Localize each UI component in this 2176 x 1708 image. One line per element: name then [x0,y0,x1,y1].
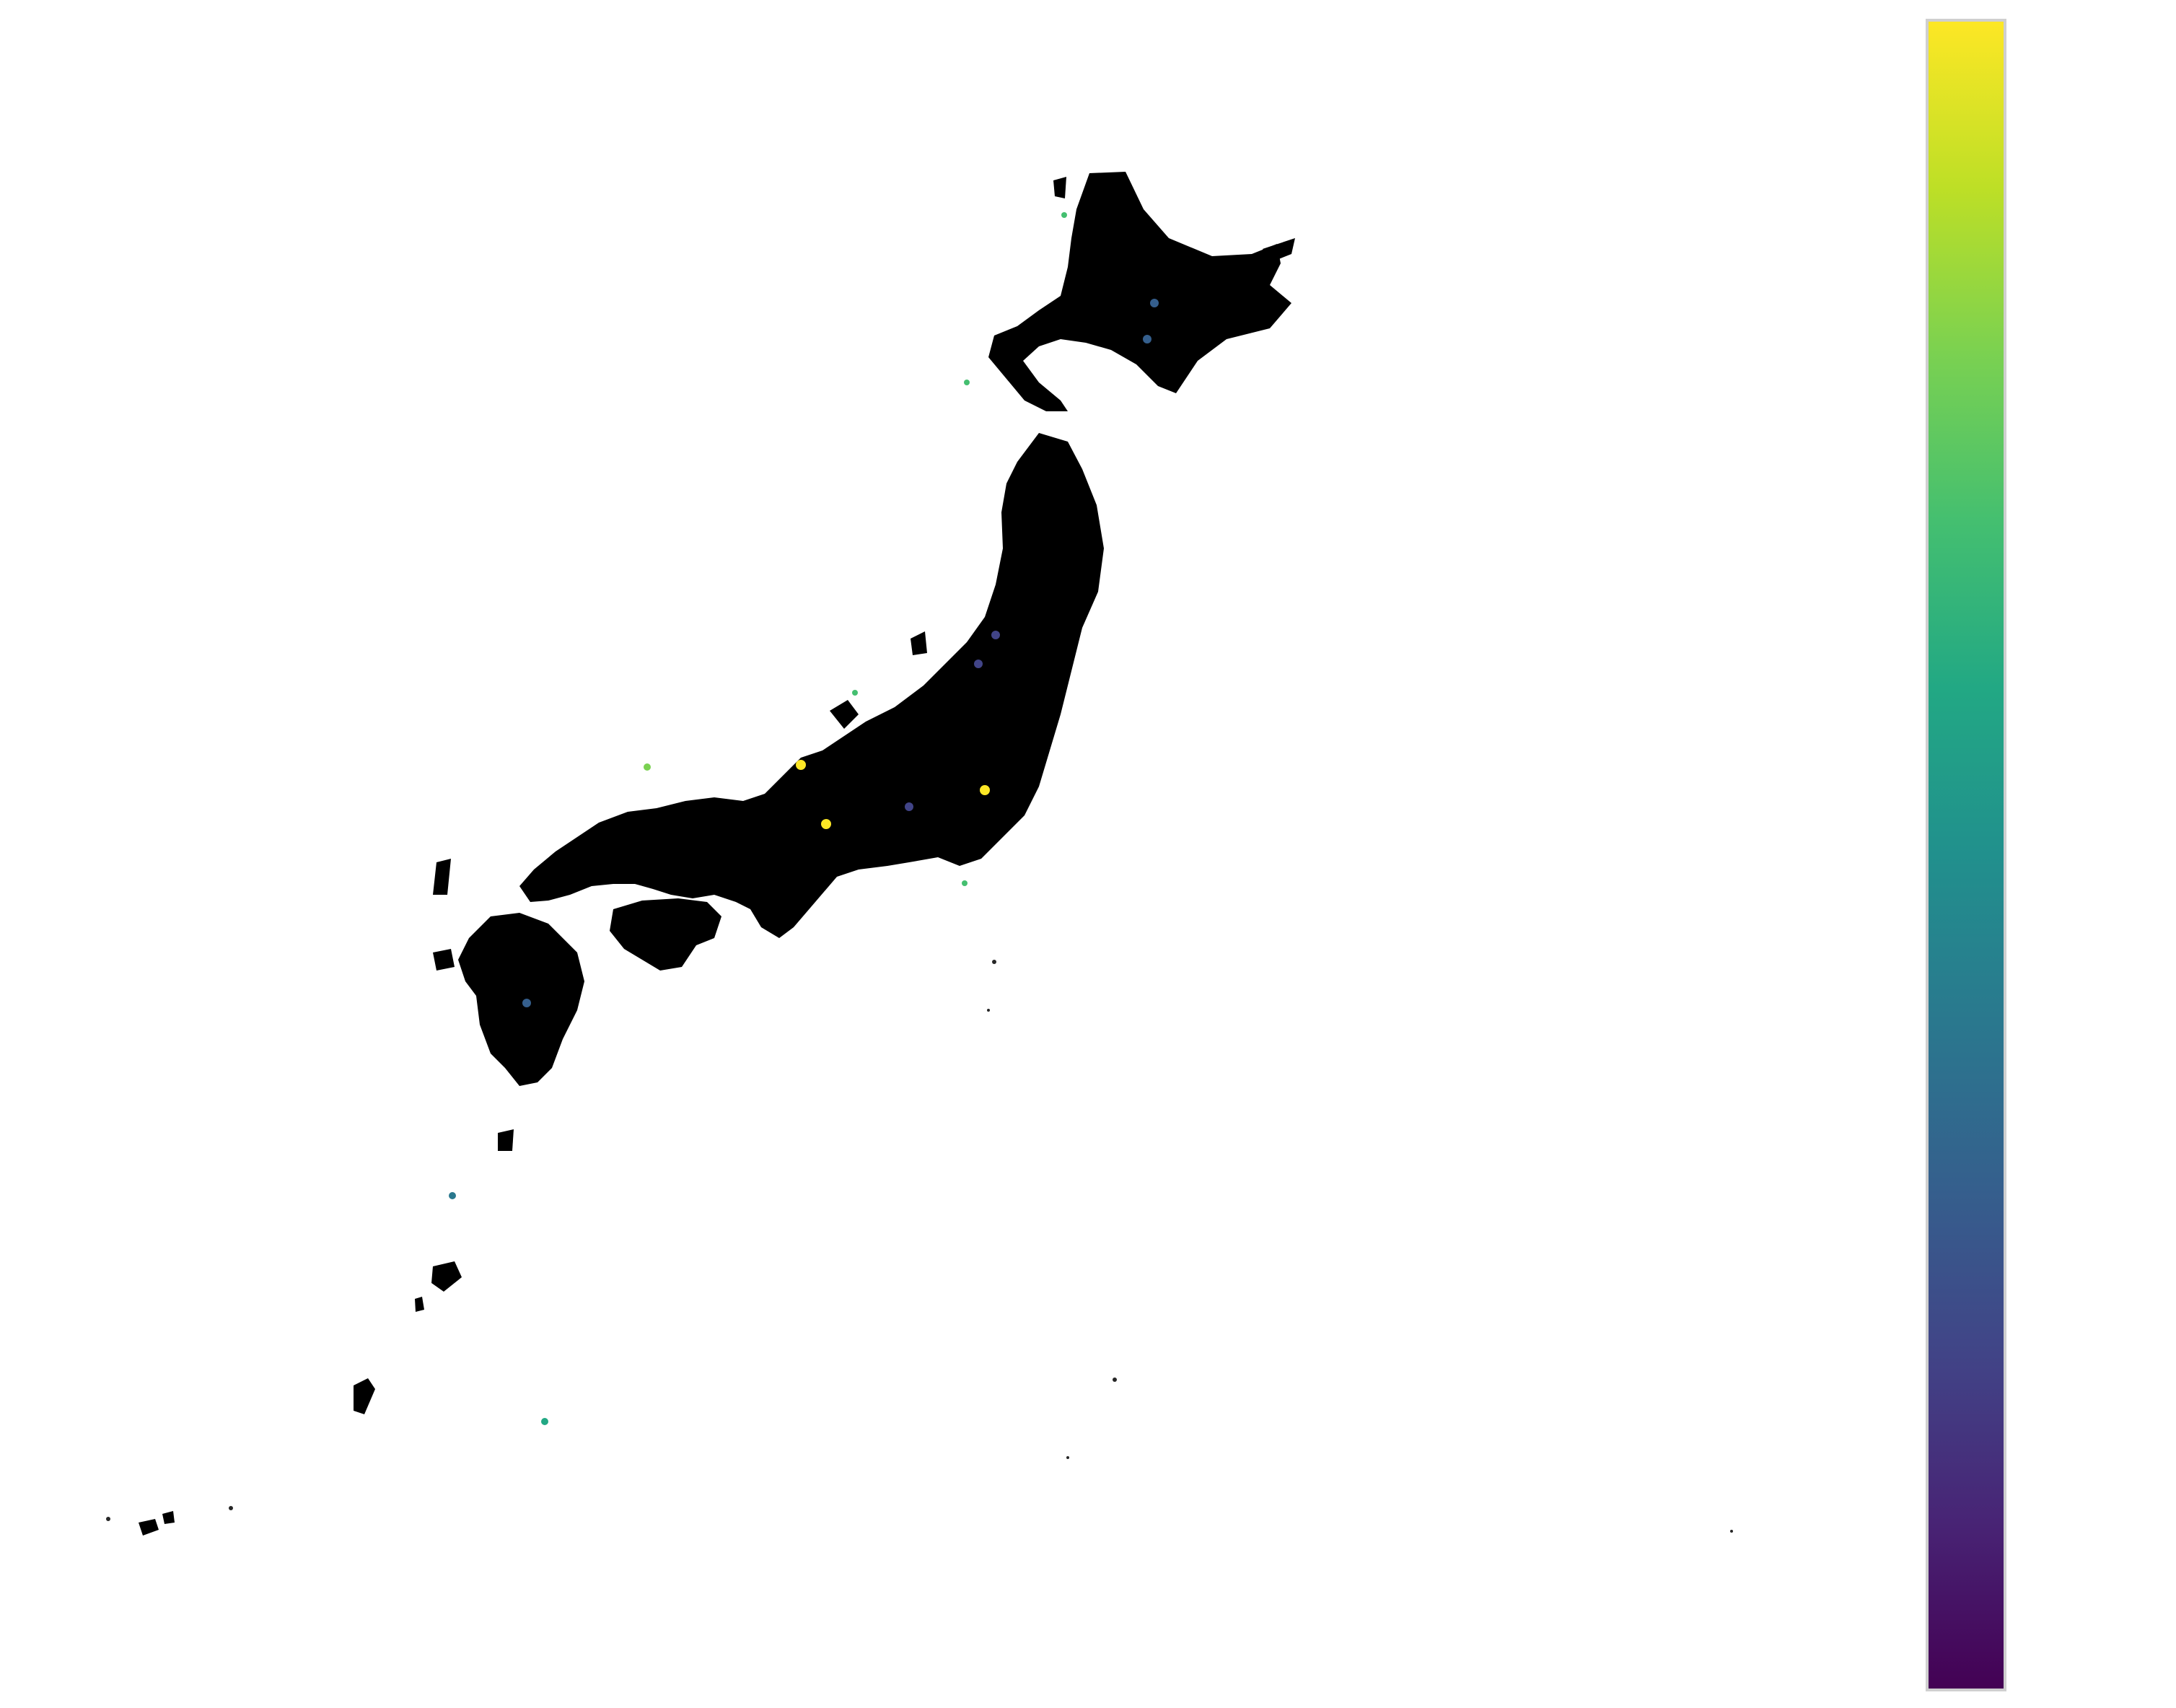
honshu-detail [830,700,859,729]
hotspot-low [991,631,1000,639]
region-honshu [519,433,1104,938]
kyushu-detail [433,949,455,971]
region-kyushu [433,859,584,1151]
islet [992,960,996,964]
hotspot-low [1150,299,1159,307]
islet [852,690,858,696]
islet [541,1418,548,1425]
region-shikoku [610,898,721,971]
colorbar [1926,19,2006,1691]
islet [964,380,970,385]
hokkaido-detail [1263,238,1295,261]
map-area [106,172,1733,1536]
kyushu-detail [498,1129,514,1151]
kyushu-detail [433,859,451,895]
islet [1730,1530,1733,1533]
islet [1113,1378,1117,1382]
islet [987,1009,990,1012]
islet [106,1517,110,1521]
islet [229,1506,233,1510]
hotspot-high [796,760,806,770]
hotspot-high [821,819,831,829]
honshu-landmass [519,433,1104,938]
hokkaido-landmass [988,172,1291,411]
islet [449,1192,456,1199]
hotspot-high [980,785,990,795]
ryukyu-island [162,1511,175,1524]
region-ryukyu [139,1261,462,1536]
hotspot-low [974,660,983,668]
ryukyu-island [139,1519,159,1536]
region-hokkaido [988,172,1295,411]
hokkaido-detail [1053,177,1066,198]
islet [644,763,651,771]
kyushu-landmass [458,913,584,1086]
hotspot-low [522,999,531,1007]
hotspot-low [1143,335,1151,343]
shikoku-landmass [610,898,721,971]
islet [962,880,968,886]
islet [1061,212,1067,218]
ryukyu-island [354,1378,375,1414]
hotspots [522,299,1159,1007]
ryukyu-island [431,1261,462,1292]
islets [106,212,1733,1533]
islet [1066,1456,1069,1459]
honshu-detail [911,631,927,655]
hotspot-low [905,802,913,811]
ryukyu-island [415,1297,424,1312]
